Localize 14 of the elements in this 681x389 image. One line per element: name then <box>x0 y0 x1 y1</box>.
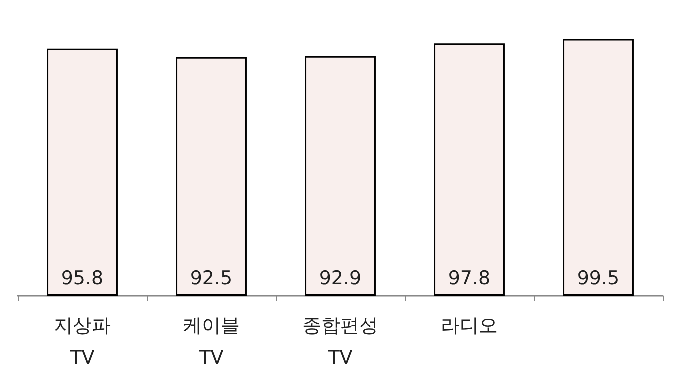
bar <box>434 44 505 296</box>
data-label: 95.8 <box>61 268 104 290</box>
data-label: 99.5 <box>577 268 620 290</box>
data-label: 92.9 <box>319 268 362 290</box>
x-tick-label: 종합편성 TV <box>302 315 378 369</box>
bar <box>47 48 118 296</box>
data-label: 97.8 <box>448 268 491 290</box>
data-label: 92.5 <box>190 268 233 290</box>
x-tick-label: 지상파 TV <box>54 315 111 369</box>
bar <box>176 57 247 296</box>
bar <box>563 39 634 296</box>
bar <box>305 56 376 296</box>
x-tick-label: 케이블 TV <box>183 315 240 369</box>
x-tick-label: 라디오 <box>441 315 498 337</box>
